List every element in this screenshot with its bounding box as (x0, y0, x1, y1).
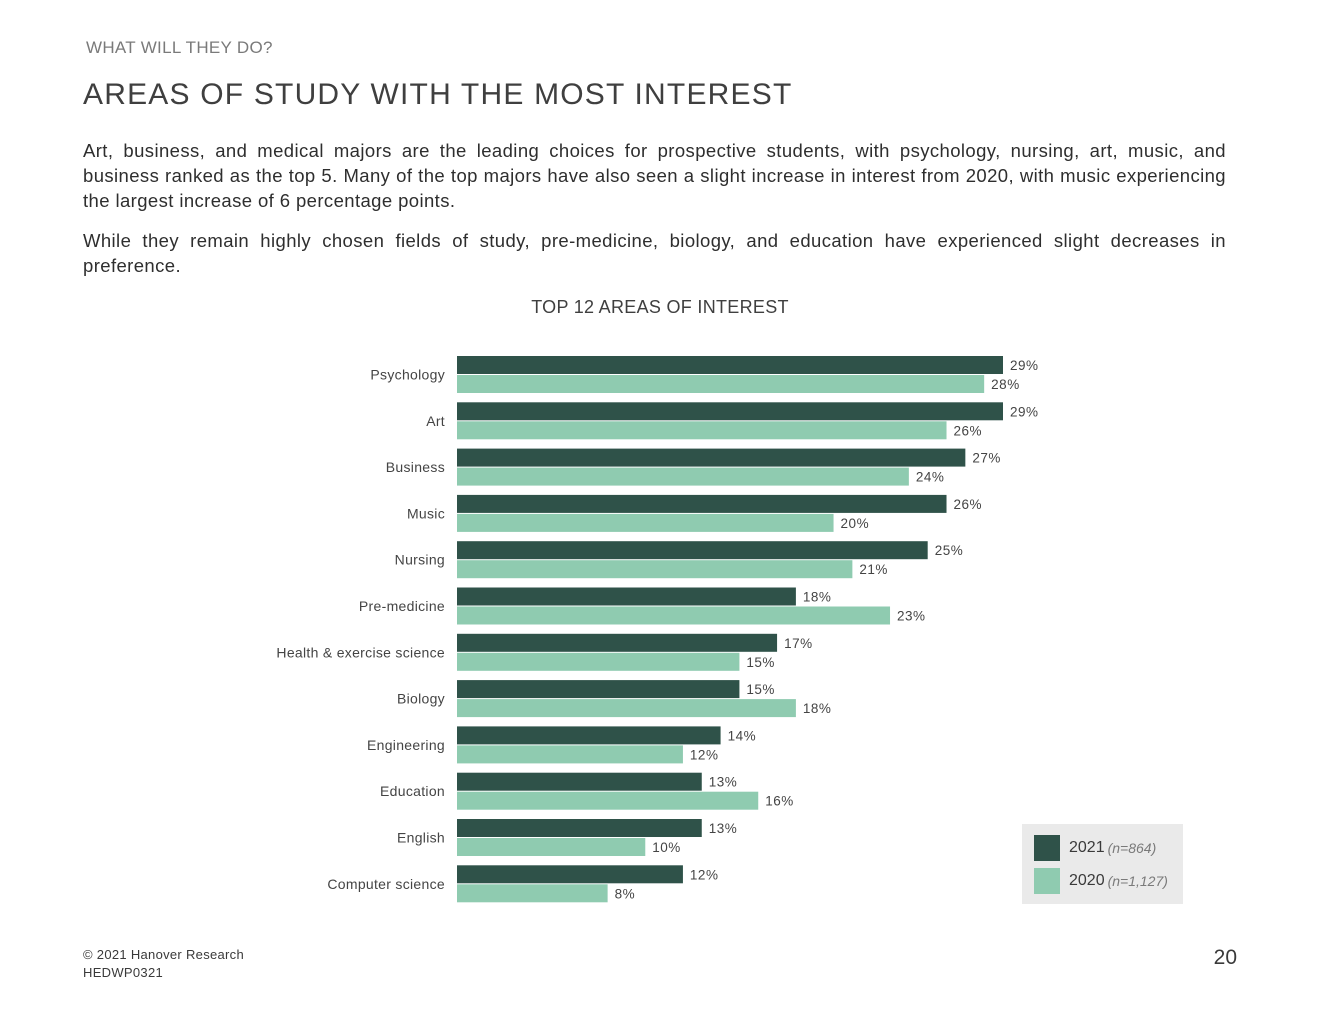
legend-swatch-2020 (1034, 868, 1060, 894)
category-label-pre-medicine: Pre-medicine (359, 598, 445, 614)
value-label-2020-english: 10% (652, 840, 681, 855)
value-label-2021-art: 29% (1010, 404, 1039, 419)
value-label-2021-english: 13% (709, 821, 738, 836)
section-kicker: WHAT WILL THEY DO? (86, 38, 273, 57)
value-label-2021-business: 27% (972, 451, 1001, 466)
legend-sample-size-2020: (n=1,127) (1107, 873, 1168, 889)
bar-2020-psychology (457, 375, 985, 393)
category-label-health-and-exercise-science: Health & exercise science (276, 644, 445, 660)
value-label-2020-nursing: 21% (859, 562, 888, 577)
bar-2021-english (457, 819, 702, 837)
bar-2020-education (457, 791, 759, 810)
bar-2020-art (457, 421, 947, 440)
category-label-art: Art (426, 413, 445, 429)
bar-2021-engineering (457, 726, 721, 745)
bar-2021-biology (457, 680, 740, 699)
chart-legend: 2021 (n=864) 2020 (n=1,127) (1022, 824, 1183, 904)
value-label-2020-health-and-exercise-science: 15% (746, 655, 775, 670)
value-label-2020-music: 20% (841, 516, 870, 531)
value-label-2020-psychology: 28% (991, 377, 1020, 392)
legend-label-2021: 2021 (1069, 839, 1105, 856)
bar-2021-education (457, 772, 702, 791)
bar-2020-biology (457, 699, 796, 718)
bar-2021-nursing (457, 541, 928, 560)
legend-item-2021: 2021 (n=864) (1034, 835, 1156, 861)
bar-2020-music (457, 513, 834, 532)
bar-2021-art (457, 402, 1003, 421)
bar-2020-pre-medicine (457, 606, 891, 625)
footer: © 2021 Hanover Research HEDWP0321 (83, 946, 244, 982)
copyright-text: © 2021 Hanover Research (83, 947, 245, 962)
bar-2020-health-and-exercise-science (457, 652, 740, 671)
bar-2020-nursing (457, 560, 853, 579)
secondary-paragraph: While they remain highly chosen fields o… (83, 230, 1226, 276)
category-label-english: English (397, 830, 445, 846)
bar-2020-computer-science (457, 884, 608, 903)
value-label-2020-pre-medicine: 23% (897, 609, 926, 624)
document-code: HEDWP0321 (83, 965, 164, 980)
value-label-2021-biology: 15% (746, 682, 775, 697)
value-label-2021-nursing: 25% (935, 543, 964, 558)
page-number: 20 (1213, 946, 1237, 969)
chart-title: TOP 12 AREAS OF INTEREST (531, 297, 789, 317)
bar-2021-psychology (457, 356, 1003, 374)
value-label-2021-engineering: 14% (728, 728, 757, 743)
category-label-biology: Biology (397, 691, 445, 707)
category-label-psychology: Psychology (370, 367, 445, 383)
value-label-2020-biology: 18% (803, 701, 832, 716)
value-label-2021-health-and-exercise-science: 17% (784, 636, 813, 651)
category-label-engineering: Engineering (367, 737, 445, 753)
value-label-2020-engineering: 12% (690, 747, 719, 762)
category-label-business: Business (386, 459, 445, 475)
value-label-2020-education: 16% (765, 794, 794, 809)
bar-2021-pre-medicine (457, 587, 796, 606)
bar-2021-health-and-exercise-science (457, 633, 778, 652)
bar-2020-business (457, 467, 909, 486)
bar-2020-engineering (457, 745, 683, 764)
value-label-2020-business: 24% (916, 470, 945, 485)
value-label-2021-pre-medicine: 18% (803, 590, 832, 605)
page-title: AREAS OF STUDY WITH THE MOST INTEREST (83, 78, 793, 111)
legend-label-2020: 2020 (1069, 872, 1105, 889)
bar-2021-business (457, 448, 966, 467)
bar-2021-music (457, 494, 947, 513)
value-label-2020-art: 26% (954, 423, 983, 438)
value-label-2021-psychology: 29% (1010, 358, 1039, 373)
intro-paragraph: Art, business, and medical majors are th… (83, 140, 1226, 211)
legend-swatch-2021 (1034, 835, 1060, 861)
bar-2020-english (457, 838, 646, 856)
legend-item-2020: 2020 (n=1,127) (1034, 868, 1168, 894)
value-label-2021-music: 26% (954, 497, 983, 512)
value-label-2021-computer-science: 12% (690, 867, 719, 882)
category-label-nursing: Nursing (395, 552, 445, 568)
value-label-2021-education: 13% (709, 775, 738, 790)
category-label-education: Education (380, 783, 445, 799)
category-label-computer-science: Computer science (327, 876, 445, 892)
legend-sample-size-2021: (n=864) (1107, 840, 1157, 856)
bar-2021-computer-science (457, 865, 683, 884)
category-label-music: Music (407, 505, 445, 521)
value-label-2020-computer-science: 8% (615, 886, 636, 901)
